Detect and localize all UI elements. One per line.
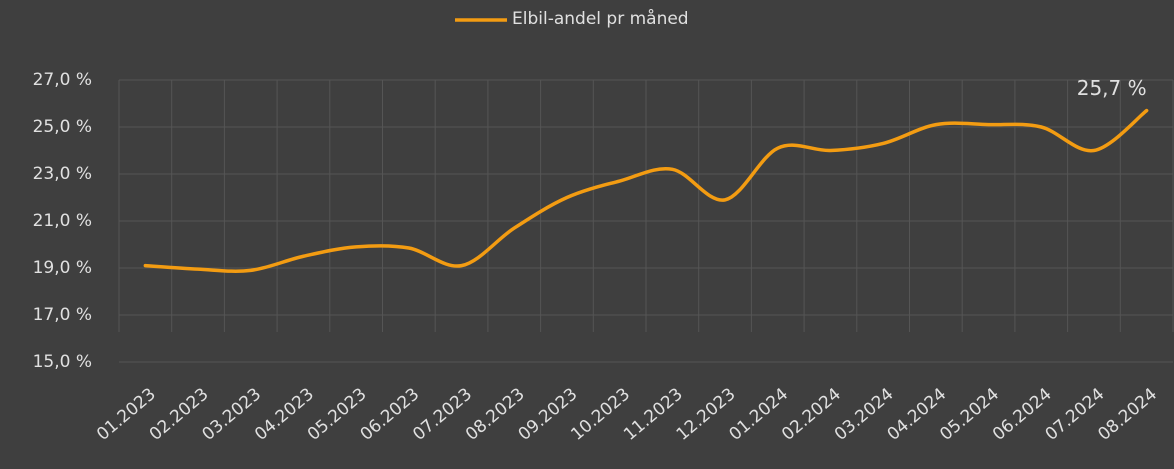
y-tick-label: 25,0 %: [33, 117, 92, 137]
legend-label: Elbil-andel pr måned: [512, 8, 689, 29]
y-tick-label: 23,0 %: [33, 164, 92, 184]
y-tick-label: 19,0 %: [33, 258, 92, 278]
y-tick-label: 17,0 %: [33, 305, 92, 325]
y-tick-label: 27,0 %: [33, 70, 92, 90]
y-tick-label: 21,0 %: [33, 211, 92, 231]
line: [143, 108, 1149, 273]
data-label: 25,7 %: [1077, 76, 1147, 100]
y-tick-label: 15,0 %: [33, 352, 92, 372]
